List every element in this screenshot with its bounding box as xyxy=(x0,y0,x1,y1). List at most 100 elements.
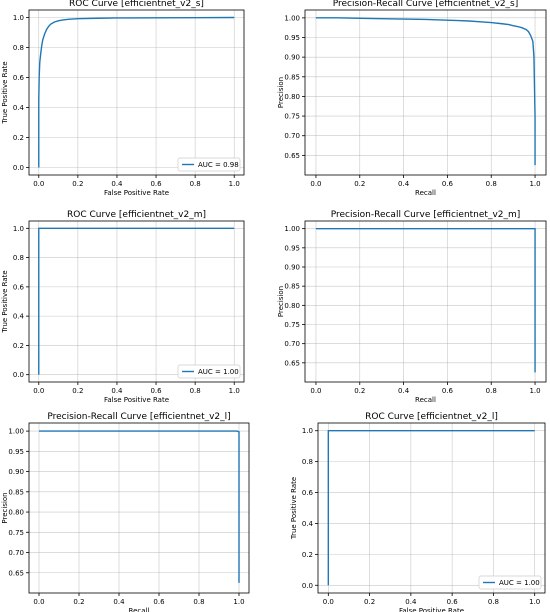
chart-title: Precision-Recall Curve [efficientnet_v2_… xyxy=(333,0,519,9)
y-axis-label: True Positive Rate xyxy=(290,477,298,540)
y-tick-label: 0.95 xyxy=(284,244,300,252)
y-tick-label: 0.85 xyxy=(8,488,24,496)
y-tick-label: 0.65 xyxy=(284,359,300,367)
series-line xyxy=(315,227,536,373)
legend-label: AUC = 1.00 xyxy=(198,368,239,376)
x-tick-label: 0.8 xyxy=(190,180,201,188)
x-tick-label: 0.4 xyxy=(398,387,410,395)
chart-panel-roc-v2-m: ROC Curve [efficientnet_v2_m] 0.0 0.2 0.4 0.… xyxy=(1,210,245,404)
x-tick-label: 0.4 xyxy=(111,180,123,188)
y-tick-label: 0.80 xyxy=(284,93,300,101)
y-axis-label: Precision xyxy=(277,286,285,317)
plot-frame xyxy=(28,9,245,176)
y-tick-label: 0.90 xyxy=(284,264,300,272)
y-tick-label: 0.70 xyxy=(284,132,300,140)
y-tick-label: 0.8 xyxy=(13,44,24,52)
plot-frame xyxy=(304,9,547,176)
chart-title: Precision-Recall Curve [efficientnet_v2_… xyxy=(47,412,230,422)
series-line xyxy=(327,430,535,586)
y-tick-label: 0.8 xyxy=(302,458,313,466)
legend-label: AUC = 0.98 xyxy=(198,161,239,169)
y-tick-label: 1.00 xyxy=(284,14,300,22)
x-tick-label: 0.6 xyxy=(447,598,459,606)
y-tick-label: 0.65 xyxy=(284,152,300,160)
y-tick-label: 0.90 xyxy=(8,468,24,476)
y-tick-label: 1.0 xyxy=(302,427,313,435)
x-tick-label: 1.0 xyxy=(529,387,540,395)
x-axis-label: Recall xyxy=(415,396,436,404)
series-line xyxy=(39,430,240,583)
x-tick-label: 0.8 xyxy=(488,598,499,606)
chart-panel-pr-v2-l: Precision-Recall Curve [efficientnet_v2_… xyxy=(1,412,250,612)
legend-label: AUC = 1.00 xyxy=(499,579,540,587)
x-tick-label: 0.8 xyxy=(190,387,201,395)
y-tick-label: 0.75 xyxy=(284,113,300,121)
x-tick-label: 0.6 xyxy=(153,598,165,606)
legend-box xyxy=(177,157,241,172)
x-tick-label: 0.6 xyxy=(442,180,454,188)
y-tick-label: 1.0 xyxy=(13,14,24,22)
x-tick-label: 0.6 xyxy=(150,180,162,188)
x-tick-label: 0.8 xyxy=(193,598,204,606)
series-line xyxy=(38,227,235,375)
chart-title: Precision-Recall Curve [efficientnet_v2_… xyxy=(331,210,521,220)
y-tick-label: 0.85 xyxy=(284,73,300,81)
x-tick-label: 0.0 xyxy=(310,387,321,395)
x-tick-label: 0.2 xyxy=(354,180,365,188)
x-axis-label: False Positive Rate xyxy=(399,607,464,612)
x-tick-label: 0.2 xyxy=(73,598,84,606)
x-tick-label: 1.0 xyxy=(229,387,240,395)
chart-panel-pr-v2-s: Precision-Recall Curve [efficientnet_v2_… xyxy=(277,0,547,197)
x-tick-label: 0.4 xyxy=(398,180,410,188)
y-tick-label: 0.80 xyxy=(8,509,24,517)
y-tick-label: 0.4 xyxy=(13,104,25,112)
y-axis-label: Precision xyxy=(277,77,285,108)
series-line xyxy=(38,16,235,168)
chart-title: ROC Curve [efficientnet_v2_l] xyxy=(365,412,498,422)
plot-frame xyxy=(317,422,546,594)
x-tick-label: 0.4 xyxy=(111,387,123,395)
y-tick-label: 0.95 xyxy=(284,34,300,42)
chart-title: ROC Curve [efficientnet_v2_m] xyxy=(67,210,206,220)
legend-box xyxy=(177,364,241,379)
x-axis-label: Recall xyxy=(415,189,436,197)
y-tick-label: 0.70 xyxy=(284,340,300,348)
y-tick-label: 0.6 xyxy=(302,489,314,497)
chart-title: ROC Curve [efficientnet_v2_s] xyxy=(69,0,204,9)
x-tick-label: 0.0 xyxy=(33,180,44,188)
series-line xyxy=(315,17,536,166)
y-tick-label: 0.95 xyxy=(8,448,24,456)
y-tick-label: 0.2 xyxy=(13,342,24,350)
x-tick-label: 1.0 xyxy=(529,598,540,606)
y-tick-label: 1.00 xyxy=(8,428,24,436)
y-tick-label: 0.65 xyxy=(8,569,24,577)
y-tick-label: 0.2 xyxy=(302,551,313,559)
y-tick-label: 0.8 xyxy=(13,254,24,262)
legend: AUC = 1.00 xyxy=(478,575,542,590)
x-tick-label: 0.2 xyxy=(72,387,83,395)
y-tick-label: 0.6 xyxy=(13,74,25,82)
x-tick-label: 0.8 xyxy=(486,387,497,395)
y-tick-label: 0.6 xyxy=(13,283,25,291)
x-axis-label: Recall xyxy=(129,607,150,612)
chart-panel-pr-v2-m: Precision-Recall Curve [efficientnet_v2_… xyxy=(277,210,547,404)
legend: AUC = 1.00 xyxy=(177,364,241,379)
x-tick-label: 0.2 xyxy=(364,598,375,606)
y-tick-label: 0.4 xyxy=(13,313,25,321)
x-tick-label: 1.0 xyxy=(233,598,244,606)
x-tick-label: 1.0 xyxy=(529,180,540,188)
legend-box xyxy=(478,575,542,590)
x-tick-label: 0.4 xyxy=(405,598,417,606)
y-tick-label: 0.70 xyxy=(8,549,24,557)
x-tick-label: 0.2 xyxy=(72,180,83,188)
y-tick-label: 0.75 xyxy=(284,321,300,329)
x-axis-label: False Positive Rate xyxy=(104,396,169,404)
chart-panel-roc-v2-s: ROC Curve [efficientnet_v2_s] 0.0 0.2 0.4 0.… xyxy=(1,0,245,197)
plot-frame xyxy=(28,220,245,383)
y-axis-label: True Positive Rate xyxy=(1,270,9,333)
x-tick-label: 1.0 xyxy=(229,180,240,188)
y-tick-label: 0.85 xyxy=(284,283,300,291)
y-tick-label: 0.80 xyxy=(284,302,300,310)
y-axis-label: Precision xyxy=(1,492,9,523)
